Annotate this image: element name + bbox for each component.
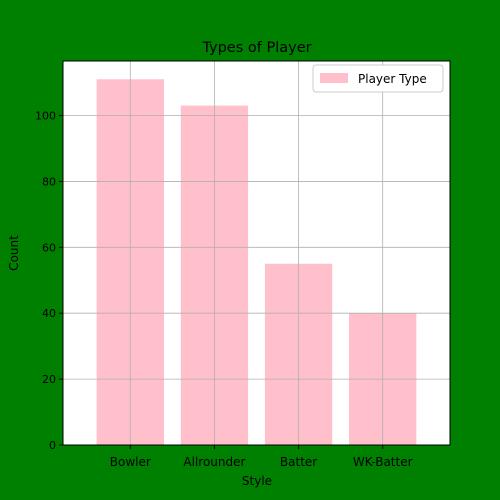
x-axis-ticks: Bowler Allrounder Batter WK-Batter: [110, 445, 413, 469]
y-tick-label-0: 0: [49, 439, 56, 452]
y-axis-label: Count: [7, 235, 21, 271]
x-tick-label-wk-batter: WK-Batter: [353, 455, 413, 469]
legend: Player Type: [312, 64, 444, 93]
plot-frame: [62, 60, 451, 446]
x-tick-label-bowler: Bowler: [110, 455, 151, 469]
legend-entry-player-type: Player Type: [358, 72, 427, 86]
y-axis-ticks: 0 20 40 60 80 100: [35, 110, 63, 452]
y-tick-label-20: 20: [42, 373, 56, 386]
legend-box: [312, 64, 444, 93]
x-tick-label-allrounder: Allrounder: [183, 455, 245, 469]
y-tick-label-100: 100: [35, 110, 56, 123]
x-axis-label: Style: [242, 474, 272, 488]
x-tick-label-batter: Batter: [280, 455, 317, 469]
y-tick-label-80: 80: [42, 175, 56, 188]
y-tick-label-40: 40: [42, 307, 56, 320]
legend-swatch: [320, 73, 348, 83]
chart-title: Types of Player: [201, 40, 311, 56]
y-tick-label-60: 60: [42, 241, 56, 254]
